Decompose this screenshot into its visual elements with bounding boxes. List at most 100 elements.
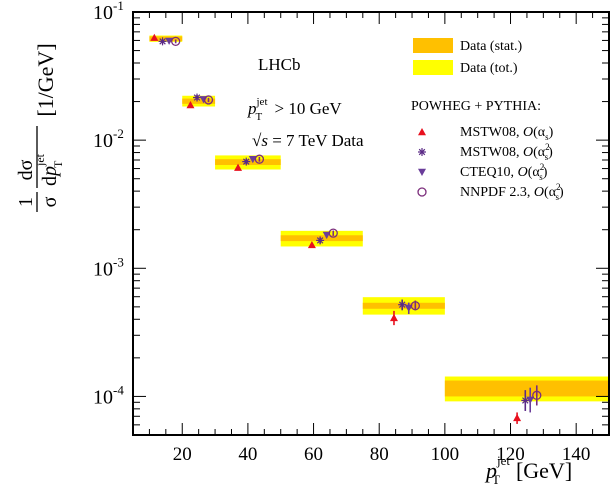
marker-star-stroke — [522, 397, 529, 404]
legend-label-tot: Data (tot.) — [460, 61, 518, 76]
y-axis-label-sup: jet — [33, 153, 47, 167]
legend-swatch-stat — [413, 38, 453, 53]
y-tick-label: 10-3 — [93, 254, 124, 280]
legend-theory-label: MSTW08, O(αs) — [460, 125, 554, 142]
plot-frame — [132, 11, 610, 436]
y-tick-label-base: 10 — [93, 2, 113, 24]
legend-theory-text: MSTW08, — [460, 125, 523, 140]
legend-theory-text: (α — [544, 185, 557, 200]
cut-label-p: p — [247, 99, 257, 118]
legend-theory-close: ) — [559, 185, 564, 200]
marker-triangle-down — [418, 168, 426, 176]
marker-circle — [417, 187, 427, 197]
marker-star — [521, 396, 530, 405]
marker-star-stroke — [159, 38, 166, 45]
series-circle-open — [171, 36, 542, 406]
legend-theory-text: (α — [533, 145, 546, 160]
marker-star — [158, 37, 167, 46]
marker-star — [316, 236, 325, 245]
y-tick-label: 10-4 — [93, 382, 124, 408]
energy-value: = 7 TeV Data — [268, 131, 364, 150]
legend-theory-sup: 2 — [556, 182, 561, 192]
legend-theory-sub: s — [545, 132, 549, 142]
legend-theory-text: CTEQ10, — [460, 165, 518, 180]
legend-theory-text: (α — [528, 165, 541, 180]
x-tick-label: 120 — [496, 444, 525, 465]
legend-theory-label: MSTW08, O(α2 s) — [460, 142, 553, 162]
legend-theory-text: O — [523, 145, 533, 160]
legend-theory-sub: s — [556, 192, 560, 202]
marker-triangle-up — [234, 163, 243, 171]
x-axis-label-sup: jet — [496, 453, 510, 468]
cut-label-value: > 10 GeV — [270, 99, 342, 118]
x-axis-label-unit: [GeV] — [516, 458, 572, 483]
legend: Data (stat.) Data (tot.) POWHEG + PYTHIA… — [411, 38, 564, 202]
cut-label-sub: T — [256, 111, 263, 123]
legend-theory-text: (α — [533, 125, 546, 140]
x-tick-label: 100 — [431, 444, 460, 465]
legend-theory-text: NNPDF 2.3, — [460, 185, 534, 200]
legend-theory-label: NNPDF 2.3, O(α2 s) — [460, 182, 564, 202]
legend-theory-text: O — [534, 185, 544, 200]
marker-triangle-down — [199, 96, 208, 104]
y-tick-label-base: 10 — [93, 386, 113, 408]
legend-theory-close: ) — [543, 165, 548, 180]
marker-star — [193, 93, 202, 102]
marker-star — [242, 157, 251, 166]
y-axis-label-d: d — [39, 176, 61, 186]
x-axis-label: pjet T [GeV] — [484, 453, 572, 487]
data-bands — [149, 35, 609, 402]
x-tick-label: 60 — [304, 444, 323, 465]
marker-star-stroke — [418, 148, 426, 156]
x-tick-label: 80 — [370, 444, 389, 465]
legend-theory-sub: s — [539, 172, 543, 182]
marker-star-stroke — [316, 237, 324, 244]
marker-triangle-down — [248, 156, 257, 164]
legend-swatch-tot — [413, 60, 453, 75]
y-tick-label: 10-2 — [93, 126, 124, 152]
cut-label-sup: jet — [256, 96, 268, 108]
legend-theory-sup: 2 — [545, 142, 550, 152]
marker-star-stroke — [398, 301, 406, 308]
legend-theory-close: ) — [548, 145, 553, 160]
energy-label: √s = 7 TeV Data — [252, 131, 364, 150]
data-band-stat — [444, 380, 609, 397]
marker-triangle-down — [165, 37, 174, 45]
y-tick-label-exp: -1 — [113, 0, 124, 13]
series-star — [158, 37, 530, 411]
legend-theory-sup: 2 — [540, 162, 545, 172]
y-axis-label-frac-den: dpjet T — [33, 153, 65, 186]
x-axis-label-sub: T — [492, 472, 500, 487]
marker-triangle-up — [418, 128, 426, 136]
energy-sqrt: √ — [252, 131, 262, 150]
experiment-label: LHCb — [258, 55, 301, 74]
y-tick-label-exp: -3 — [113, 254, 124, 269]
y-axis-label-sub: T — [51, 160, 65, 168]
marker-triangle-down — [526, 396, 535, 404]
y-tick-label-exp: -4 — [113, 382, 124, 397]
marker-circle — [254, 154, 265, 164]
series-triangle-down — [165, 37, 535, 413]
legend-theory-text: O — [523, 125, 533, 140]
marker-star-stroke — [193, 94, 201, 101]
theory-series — [150, 33, 542, 424]
marker-triangle-up — [389, 313, 398, 322]
marker-star — [398, 300, 407, 309]
y-axis-label: [1/GeV] 1 σ dσ dpjet T — [15, 43, 65, 212]
marker-circle — [171, 36, 181, 47]
x-tick-label: 40 — [238, 444, 257, 465]
y-axis-label-frac-num: dσ — [15, 159, 37, 180]
legend-theory-text: MSTW08, — [460, 145, 523, 160]
legend-theory-text: O — [518, 165, 528, 180]
marker-star-stroke — [243, 158, 250, 165]
legend-theory-items: MSTW08, O(αs)MSTW08, O(α2 s)CTEQ10, O(α2 s… — [417, 125, 564, 202]
y-axis-label-unit: [1/GeV] — [33, 43, 58, 116]
legend-theory-close: ) — [549, 125, 554, 140]
marker-star — [418, 148, 426, 156]
marker-triangle-up — [513, 413, 522, 422]
legend-header: POWHEG + PYTHIA: — [411, 99, 541, 114]
marker-triangle-up — [150, 33, 159, 41]
marker-circle — [532, 390, 542, 400]
data-band-stat — [182, 98, 216, 104]
